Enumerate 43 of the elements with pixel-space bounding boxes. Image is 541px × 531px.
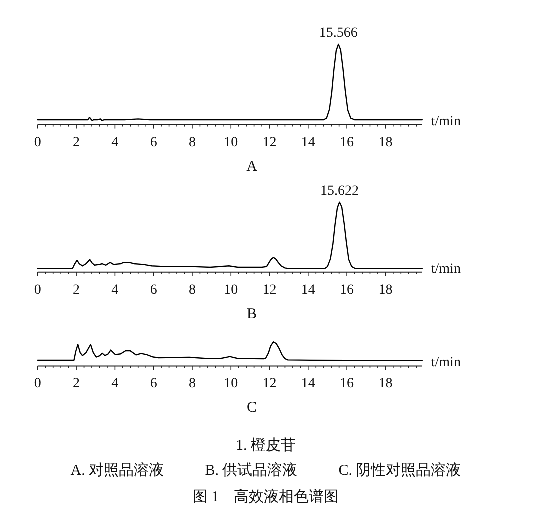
x-tick-label: 10 [224,135,238,150]
x-tick-label: 10 [224,376,238,392]
x-tick-label: 18 [378,135,393,150]
x-tick-label: 12 [262,282,277,298]
x-tick-label: 16 [340,282,354,298]
caption: A. 对照品溶液 [70,463,164,479]
caption: 图 1 高效液相色谱图 [192,490,340,506]
x-tick-label: 8 [188,376,196,392]
x-tick-label: 18 [378,282,393,298]
chart-title: C [247,400,257,416]
x-axis-title: t/min [431,114,461,130]
x-tick-label: 0 [34,282,42,298]
caption: 1. 橙皮苷 [236,438,296,454]
x-tick-label: 2 [73,135,80,150]
x-tick-label: 8 [188,282,196,298]
x-tick-label: 12 [262,376,277,392]
x-tick-label: 2 [73,282,80,298]
x-tick-label: 0 [34,135,42,150]
x-tick-label: 14 [301,282,316,298]
x-tick-label: 2 [73,376,80,392]
x-axis-title: t/min [431,262,461,277]
x-tick-label: 4 [112,376,119,392]
x-tick-label: 12 [262,135,277,150]
x-axis-title: t/min [431,356,461,371]
x-tick-label: 4 [112,135,119,150]
x-tick-label: 6 [150,282,158,298]
x-tick-label: 16 [340,135,354,150]
x-tick-label: 0 [34,376,42,392]
x-tick-label: 14 [301,376,316,392]
x-tick-label: 14 [301,135,316,150]
x-tick-label: 4 [112,282,119,298]
chart-title: A [246,158,258,175]
x-tick-label: 8 [188,135,196,150]
x-tick-label: 18 [378,376,393,392]
caption: C. 阴性对照品溶液 [338,463,462,479]
x-tick-label: 10 [224,282,238,298]
caption: B. 供试品溶液 [205,463,298,479]
annotation: 15.566 [319,26,358,41]
annotation: 15.622 [320,184,359,199]
chart-title: B [247,306,257,322]
x-tick-label: 6 [150,376,158,392]
x-tick-label: 16 [340,376,354,392]
x-tick-label: 6 [150,135,158,150]
